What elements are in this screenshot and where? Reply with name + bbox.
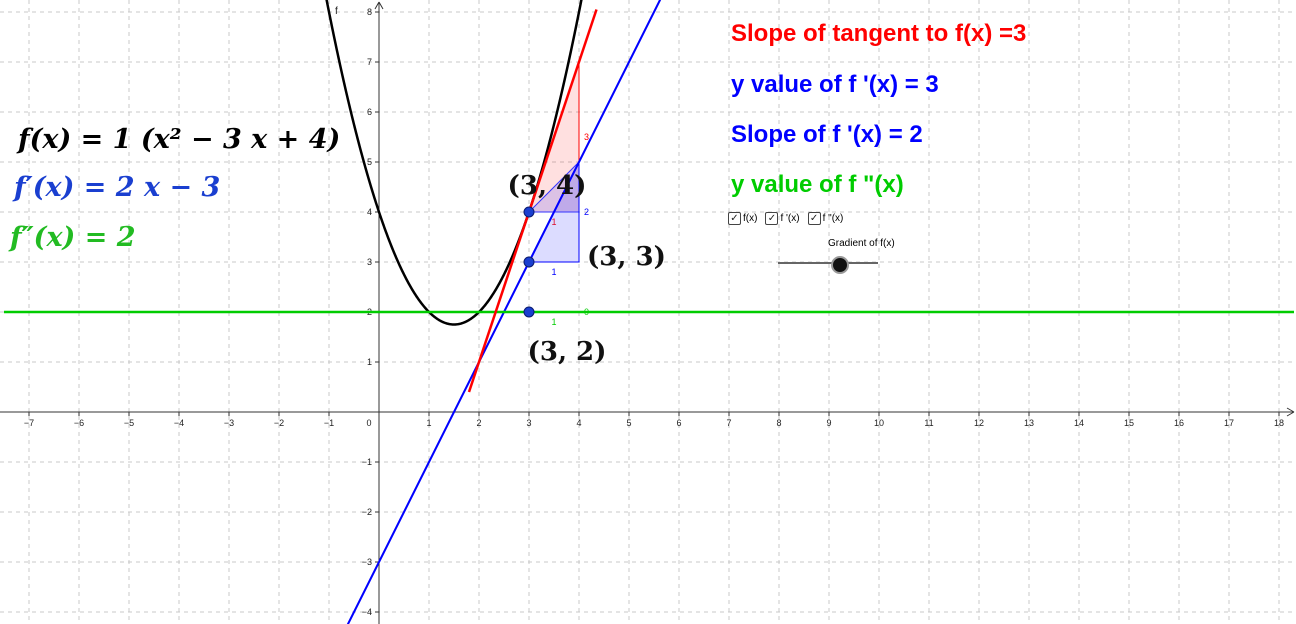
x-tick-label: 6 bbox=[676, 418, 681, 428]
y-axis-label: f bbox=[335, 6, 338, 17]
run-label: 1 bbox=[551, 217, 556, 227]
point[interactable] bbox=[523, 206, 535, 218]
x-tick-label: 8 bbox=[776, 418, 781, 428]
gradient-slider-track[interactable] bbox=[778, 262, 878, 264]
y-tick-label: −4 bbox=[362, 607, 372, 617]
x-tick-label: −7 bbox=[24, 418, 34, 428]
y-axis-arrow bbox=[374, 1, 384, 10]
x-tick-label: −4 bbox=[174, 418, 184, 428]
y-value-f-double-prime-text: y value of f "(x) bbox=[731, 171, 904, 198]
y-tick-label: −1 bbox=[362, 457, 372, 467]
checkbox-label: f "(x) bbox=[822, 213, 844, 224]
check-icon: ✓ bbox=[765, 212, 779, 225]
x-tick-label: 17 bbox=[1224, 418, 1234, 428]
gradient-slider-handle[interactable] bbox=[831, 256, 849, 274]
x-tick-label: 1 bbox=[426, 418, 431, 428]
point[interactable] bbox=[523, 256, 535, 268]
point-label: (3, 2) bbox=[528, 337, 607, 367]
x-tick-label: −5 bbox=[124, 418, 134, 428]
y-tick-label: 7 bbox=[367, 57, 372, 67]
x-tick-label: 18 bbox=[1274, 418, 1284, 428]
x-axis-arrow bbox=[1286, 407, 1295, 417]
formula-f-double-prime: f″(x) = 2 bbox=[10, 222, 136, 253]
formula-f-prime: f′(x) = 2 x − 3 bbox=[14, 172, 221, 203]
x-tick-label: 9 bbox=[826, 418, 831, 428]
x-tick-label: 14 bbox=[1074, 418, 1084, 428]
y-value-f-prime-text: y value of f '(x) = 3 bbox=[731, 71, 939, 98]
point[interactable] bbox=[523, 306, 535, 318]
y-tick-label: 6 bbox=[367, 107, 372, 117]
checkbox-f[interactable]: ✓ f(x) bbox=[728, 212, 757, 225]
x-tick-label: 0 bbox=[366, 418, 371, 428]
rise-label: 3 bbox=[584, 132, 589, 142]
visibility-checkboxes: ✓ f(x) ✓ f '(x) ✓ f "(x) bbox=[728, 212, 843, 225]
x-tick-label: −6 bbox=[74, 418, 84, 428]
x-tick-label: 7 bbox=[726, 418, 731, 428]
check-icon: ✓ bbox=[728, 212, 741, 225]
function-graphs[interactable] bbox=[4, 0, 1294, 624]
x-tick-label: 11 bbox=[924, 418, 933, 428]
x-tick-label: 2 bbox=[476, 418, 481, 428]
y-tick-label: 3 bbox=[367, 257, 372, 267]
checkbox-label: f '(x) bbox=[780, 213, 800, 224]
y-tick-label: −2 bbox=[362, 507, 372, 517]
x-tick-label: 10 bbox=[874, 418, 884, 428]
x-tick-label: 12 bbox=[974, 418, 984, 428]
slope-f-prime-text: Slope of f '(x) = 2 bbox=[731, 121, 923, 148]
x-tick-label: 16 bbox=[1174, 418, 1184, 428]
point-label: (3, 3) bbox=[587, 242, 666, 272]
x-tick-label: −2 bbox=[274, 418, 284, 428]
x-tick-label: 4 bbox=[576, 418, 581, 428]
checkbox-label: f(x) bbox=[743, 213, 758, 224]
y-tick-label: 8 bbox=[367, 7, 372, 17]
x-tick-label: 5 bbox=[626, 418, 631, 428]
run-label: 1 bbox=[551, 317, 556, 327]
x-tick-label: 15 bbox=[1124, 418, 1134, 428]
y-tick-label: −3 bbox=[362, 557, 372, 567]
point-label: (3, 4) bbox=[508, 171, 587, 201]
formula-f: f(x) = 1 (x² − 3 x + 4) bbox=[18, 124, 341, 155]
check-icon: ✓ bbox=[807, 212, 821, 225]
x-tick-label: −3 bbox=[224, 418, 234, 428]
tangent-line[interactable] bbox=[467, 9, 598, 393]
y-tick-label: 1 bbox=[367, 357, 372, 367]
x-tick-label: 3 bbox=[526, 418, 531, 428]
rise-label: 2 bbox=[584, 207, 589, 217]
slider-label: Gradient of f(x) bbox=[828, 238, 895, 249]
checkbox-f-prime[interactable]: ✓ f '(x) bbox=[765, 212, 800, 225]
y-tick-label: 4 bbox=[367, 207, 372, 217]
x-tick-label: 13 bbox=[1024, 418, 1034, 428]
checkbox-f-double-prime[interactable]: ✓ f "(x) bbox=[807, 212, 844, 225]
run-label: 1 bbox=[551, 267, 556, 277]
slope-tangent-text: Slope of tangent to f(x) =3 bbox=[731, 20, 1027, 47]
y-tick-label: 5 bbox=[367, 157, 372, 167]
points[interactable]: (3, 4) (3, 3) (3, 2) bbox=[508, 171, 666, 367]
x-tick-label: −1 bbox=[324, 418, 334, 428]
